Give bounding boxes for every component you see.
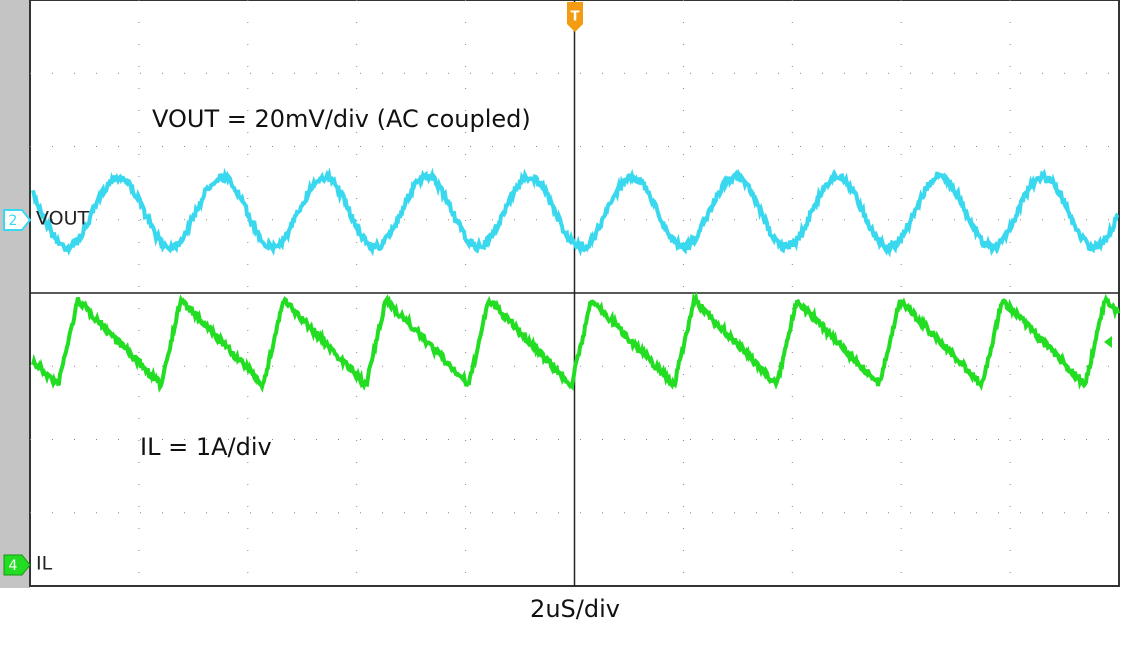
timebase: 2uS/div	[530, 595, 620, 623]
channel-label: IL	[36, 553, 53, 575]
trigger-marker: T	[567, 2, 583, 32]
trigger-label: T	[571, 10, 580, 25]
il-trace	[31, 290, 1120, 393]
channel-2-shape	[3, 209, 32, 231]
channel-2-marker: 2 VOUT	[3, 208, 90, 231]
channel-number: 2	[9, 213, 18, 229]
channel-4-shape	[3, 554, 31, 576]
left-bar	[0, 0, 30, 588]
channel-number: 4	[9, 558, 18, 574]
grid	[30, 0, 1119, 586]
il-annotation: IL = 1A/div	[140, 433, 272, 461]
channel-label: VOUT	[36, 208, 90, 230]
trigger-shape	[567, 2, 583, 32]
vout-annotation: VOUT = 20mV/div (AC coupled)	[152, 105, 531, 133]
channel-4-marker: 4 IL	[3, 553, 53, 576]
vout-trace	[31, 167, 1120, 258]
offset-marker	[1104, 336, 1112, 348]
